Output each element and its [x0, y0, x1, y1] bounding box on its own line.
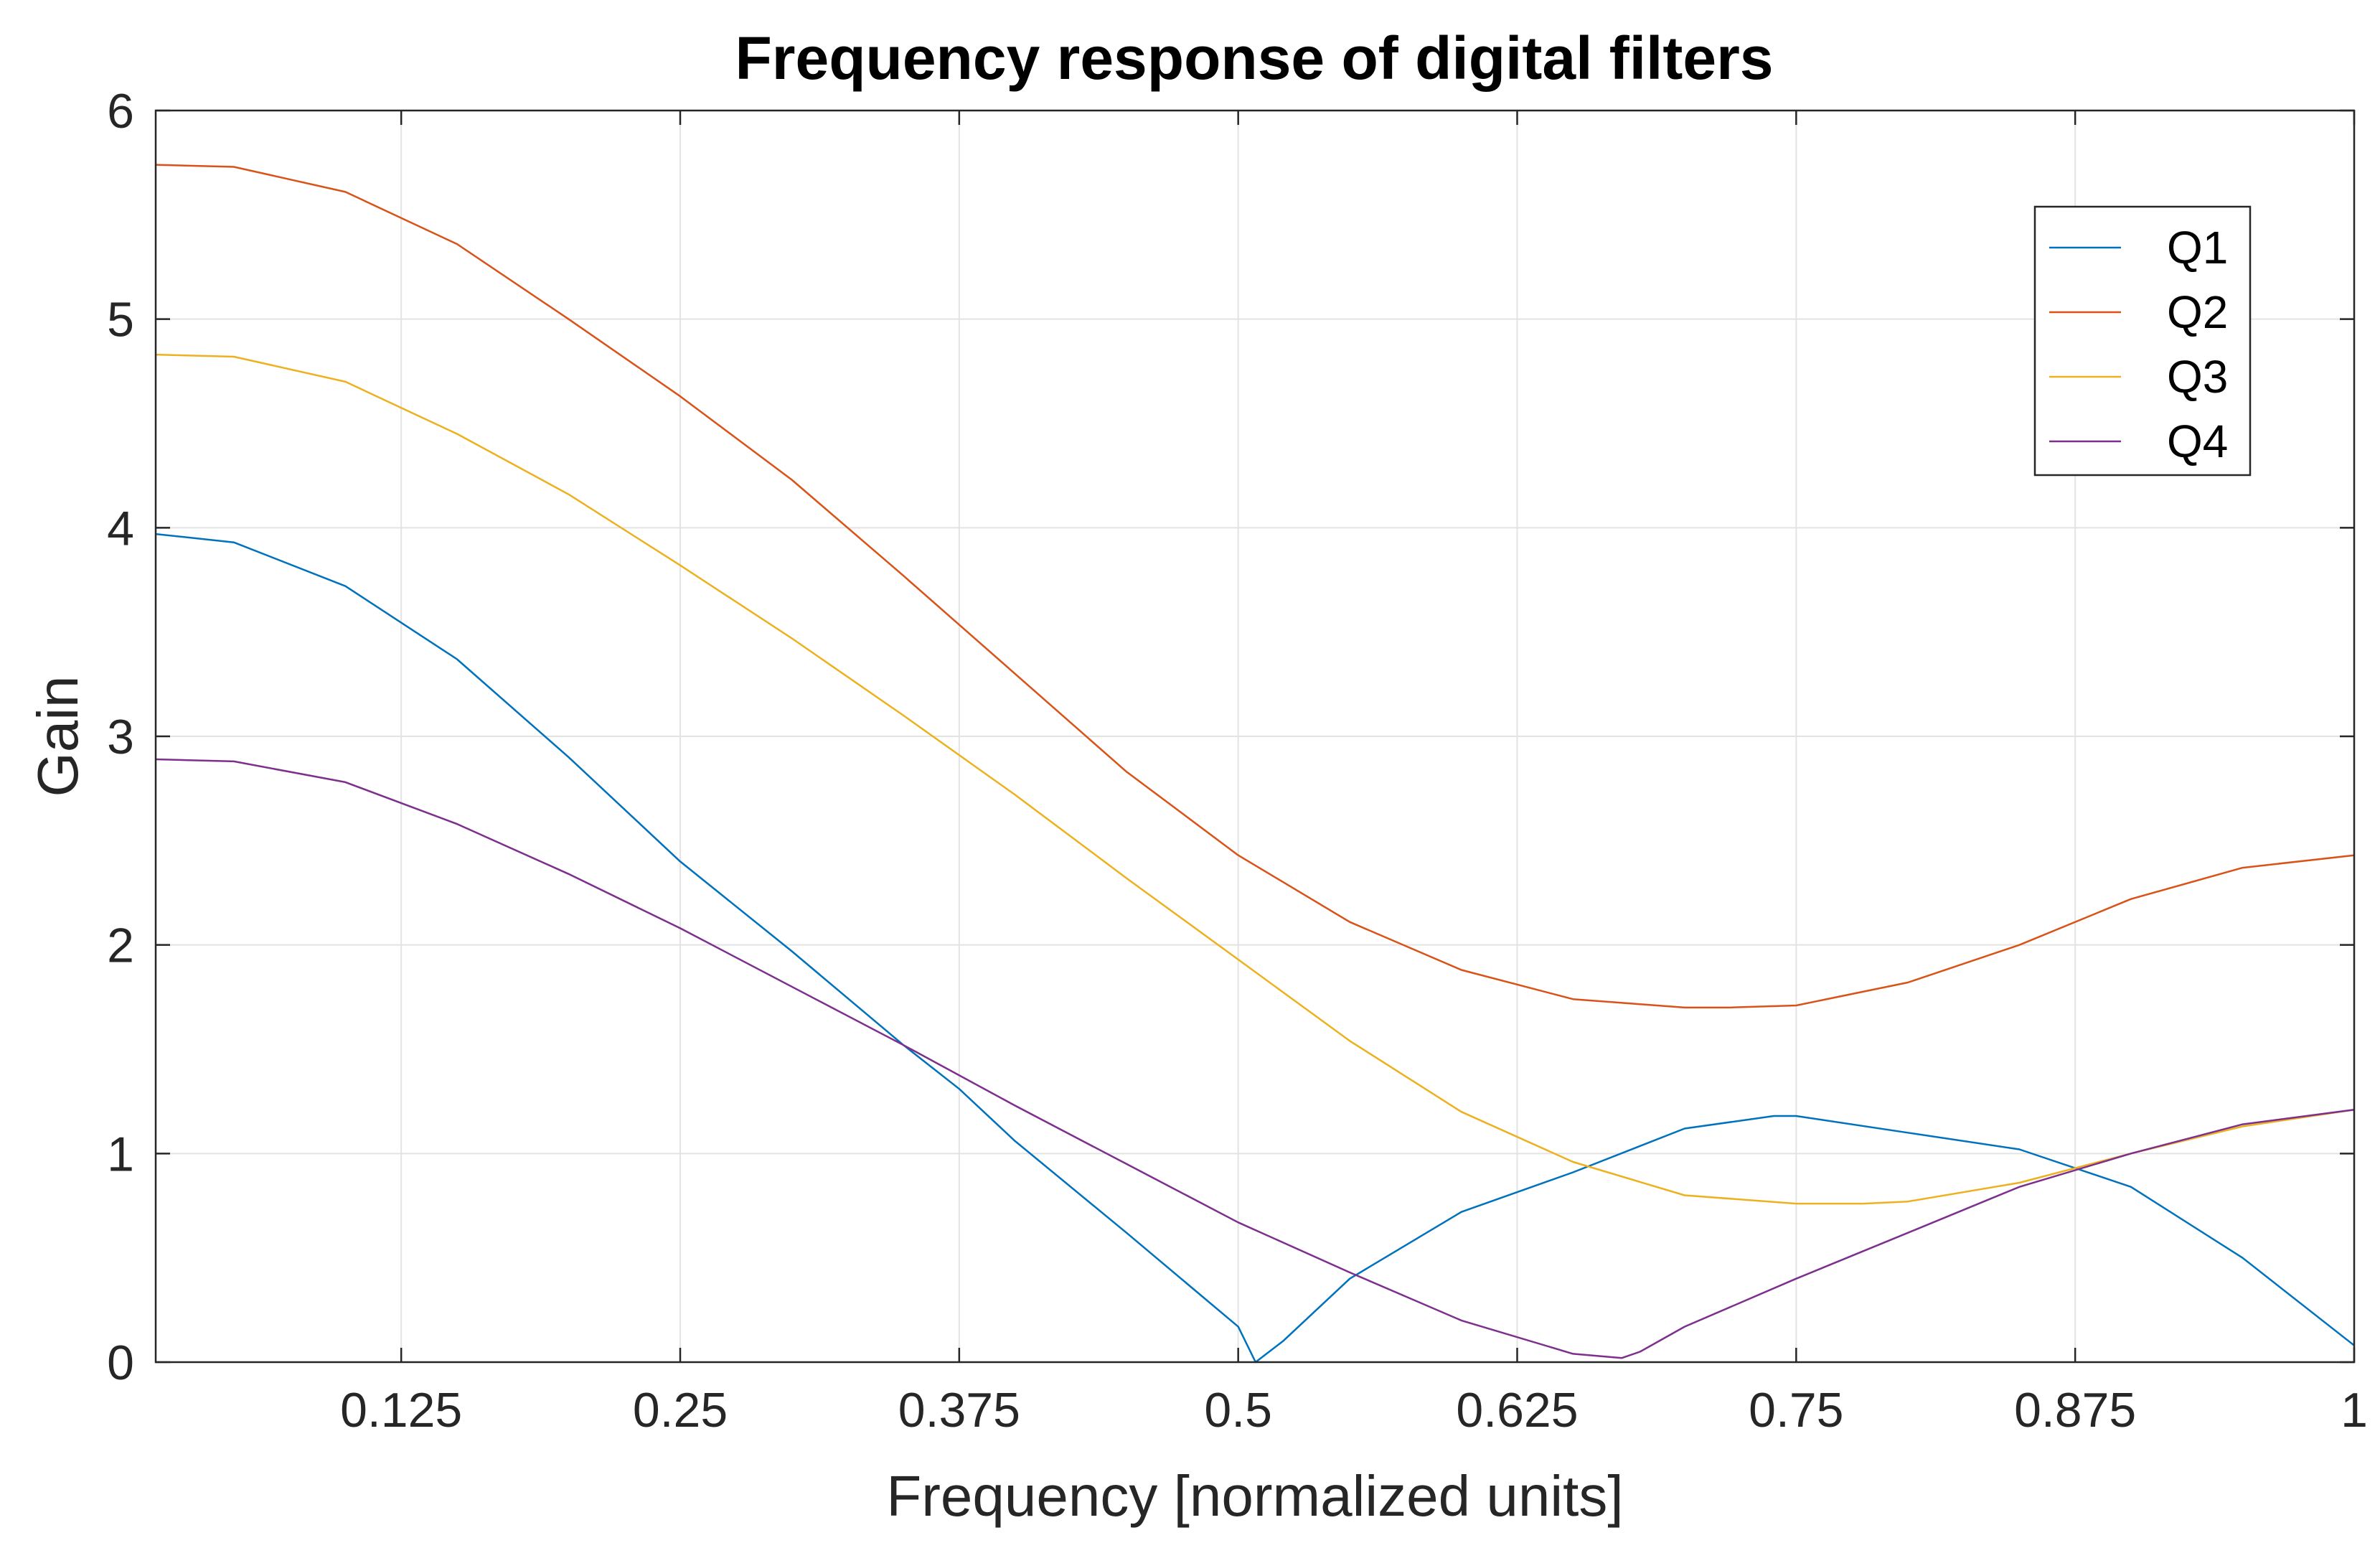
- x-axis-label: Frequency [normalized units]: [886, 1464, 1623, 1528]
- y-tick-label: 6: [107, 84, 134, 139]
- y-tick-label: 0: [107, 1336, 134, 1390]
- y-tick-label: 4: [107, 501, 134, 555]
- series-line-q4: [155, 758, 2355, 1359]
- x-tick-label: 0.125: [340, 1383, 462, 1438]
- y-axis-label: Gain: [26, 676, 90, 797]
- series-line-q2: [155, 164, 2355, 1009]
- grid: [156, 110, 2355, 1363]
- x-tick-label: 0.875: [2014, 1383, 2136, 1438]
- legend-label-q2: Q2: [2167, 286, 2228, 338]
- y-tick-label: 5: [107, 293, 134, 347]
- x-tick-label: 0.625: [1456, 1383, 1578, 1438]
- ticks: 0.125 0.25 0.375 0.5 0.625 0.75 0.875 1 0 1 2 3 4 5 6: [107, 84, 2368, 1438]
- series-line-q3: [155, 353, 2355, 1205]
- y-tick-label: 1: [107, 1127, 134, 1181]
- legend-label-q4: Q4: [2167, 416, 2228, 467]
- x-tick-label: 1: [2341, 1383, 2368, 1438]
- x-tick-label: 0.375: [898, 1383, 1020, 1438]
- legend-label-q3: Q3: [2167, 351, 2228, 403]
- legend-label-q1: Q1: [2167, 222, 2228, 273]
- y-tick-label: 2: [107, 919, 134, 973]
- x-tick-label: 0.5: [1204, 1383, 1272, 1438]
- legend-box: [2033, 205, 2252, 477]
- x-tick-label: 0.25: [633, 1383, 728, 1438]
- legend: Q1 Q2 Q3 Q4: [2033, 205, 2252, 477]
- y-tick-label: 3: [107, 710, 134, 764]
- x-tick-label: 0.75: [1749, 1383, 1843, 1438]
- chart-title: Frequency response of digital filters: [735, 24, 1774, 92]
